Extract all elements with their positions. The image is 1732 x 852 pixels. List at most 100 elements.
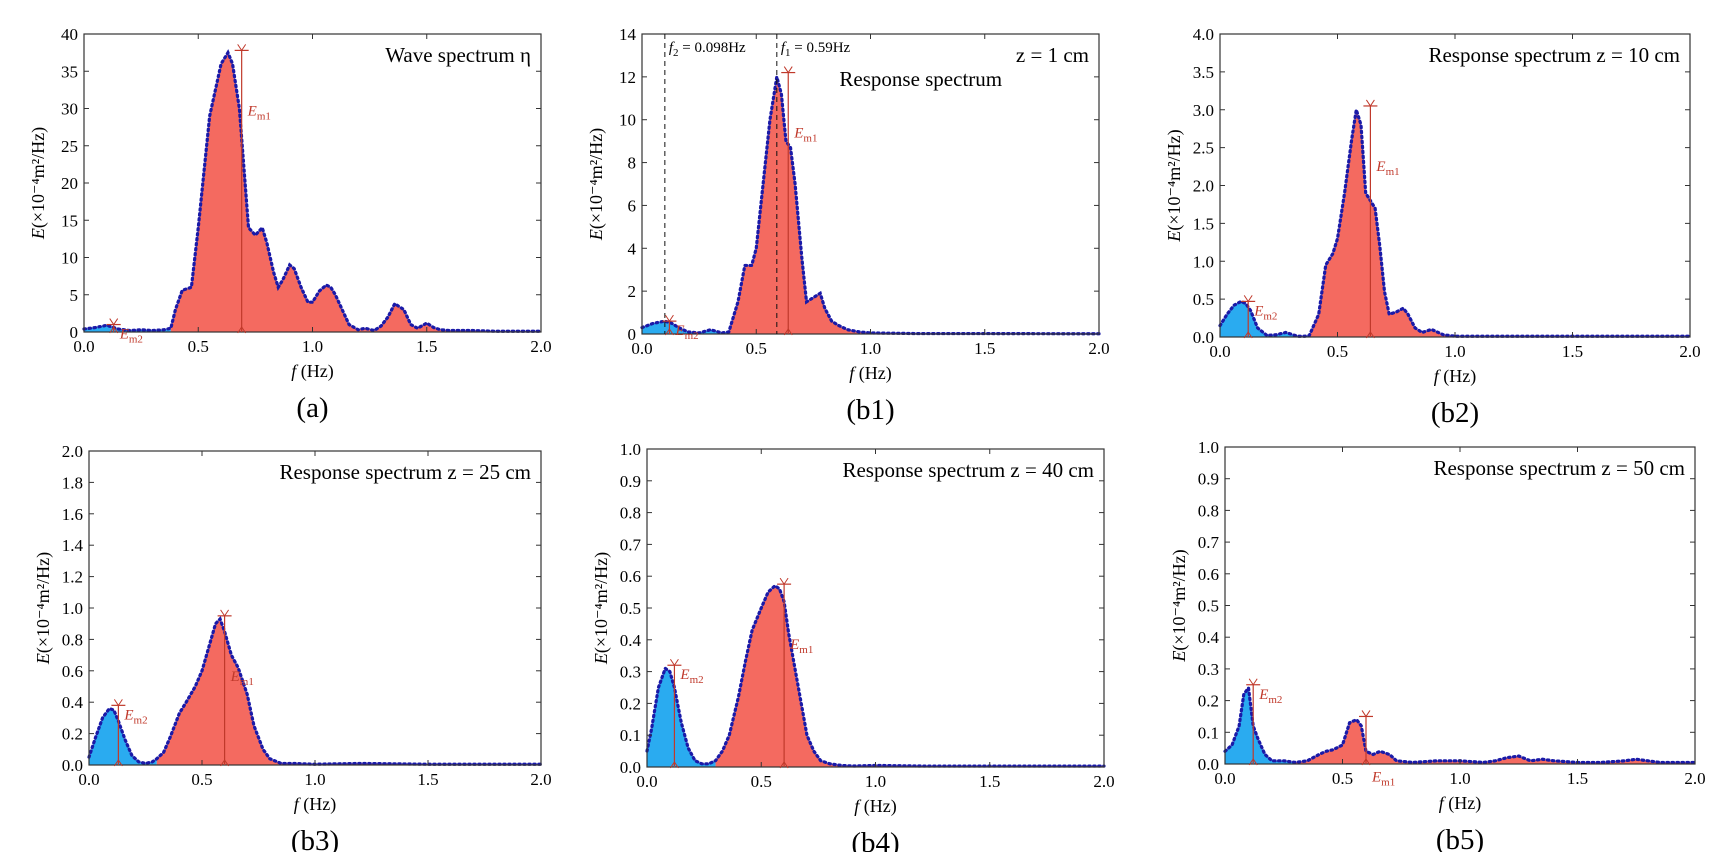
chart-title: Response spectrum z = 25 cm (279, 460, 531, 484)
marker-arrow-bottom (779, 761, 789, 769)
panel-label: (b3) (291, 825, 339, 852)
y-tick-label: 0.5 (1198, 597, 1219, 616)
marker-arrow-bottom (1248, 758, 1258, 766)
y-tick-label: 0.0 (62, 756, 83, 775)
marker-label-em1: Em1 (1375, 159, 1399, 178)
y-tick-label: 20 (61, 174, 78, 193)
y-tick-label: 0.7 (620, 535, 642, 554)
x-tick-label: 1.5 (974, 339, 995, 358)
y-tick-label: 2 (628, 282, 637, 301)
marker-arrow-top (237, 44, 247, 52)
y-tick-label: 3.5 (1193, 63, 1214, 82)
axes-frame (646, 448, 1105, 768)
y-tick-label: 0.4 (1198, 628, 1220, 647)
marker-label-em1: Em1 (247, 103, 271, 122)
y-tick-label: 0.5 (620, 599, 641, 618)
x-tick-label: 0.0 (631, 339, 652, 358)
x-tick-label: 1.5 (1562, 342, 1583, 361)
x-tick-label: 1.0 (865, 772, 886, 791)
marker-arrow-top (779, 577, 789, 586)
y-tick-label: 0.3 (1198, 660, 1219, 679)
x-tick-label: 2.0 (530, 337, 551, 356)
axes-frame (88, 450, 542, 766)
red-area-wave-frequency (156, 618, 542, 765)
y-tick-label: 3.0 (1193, 101, 1214, 120)
y-tick-label: 0.4 (62, 693, 84, 712)
marker-arrow-top (109, 318, 119, 326)
x-tick-label: 0.5 (188, 337, 209, 356)
y-tick-label: 2.0 (1193, 177, 1214, 196)
y-tick-label: 0.6 (620, 567, 641, 586)
x-tick-label: 1.5 (979, 772, 1000, 791)
marker-label-em2: Em2 (679, 667, 703, 686)
marker-arrow-top (113, 699, 123, 707)
y-tick-label: 6 (628, 196, 637, 215)
x-tick-label: 2.0 (530, 770, 551, 789)
red-area-wave-frequency (728, 76, 1099, 334)
red-area-wave-frequency (1295, 719, 1695, 764)
x-tick-label: 2.0 (1679, 342, 1700, 361)
y-tick-label: 0.8 (1198, 501, 1219, 520)
y-tick-label: 4.0 (1193, 25, 1214, 44)
chart-title: Response spectrum z = 50 cm (1433, 456, 1685, 480)
marker-arrow-bottom (670, 761, 679, 769)
y-axis-label: E(×10⁻⁴m²/Hz) (28, 127, 49, 240)
panel-label: (b2) (1431, 397, 1479, 429)
y-tick-label: 1.5 (1193, 214, 1214, 233)
marker-arrow-bottom (1361, 758, 1371, 766)
red-area-wave-frequency (715, 585, 1104, 767)
marker-arrow-top (783, 66, 793, 74)
y-tick-label: 30 (61, 100, 78, 119)
marker-arrow-bottom (109, 326, 119, 334)
x-axis-label: f (Hz) (854, 796, 897, 817)
y-tick-label: 1.2 (62, 568, 83, 587)
axes-frame (1219, 33, 1691, 338)
x-tick-label: 0.0 (73, 337, 94, 356)
marker-arrow-top (1243, 295, 1253, 303)
y-tick-label: 0 (628, 325, 637, 344)
y-tick-label: 10 (61, 249, 78, 268)
y-tick-label: 1.0 (1193, 252, 1214, 271)
x-tick-label: 0.0 (1214, 769, 1235, 788)
marker-arrow-top (1248, 678, 1258, 686)
marker-label-em1: Em1 (793, 126, 817, 145)
y-tick-label: 1.4 (62, 536, 84, 555)
spectrum-line (640, 76, 1101, 336)
x-axis-label: f (Hz) (291, 361, 334, 382)
marker-arrow-top (220, 609, 230, 617)
x-tick-label: 0.0 (78, 770, 99, 789)
panel-label: (a) (296, 392, 328, 424)
x-tick-label: 1.0 (304, 770, 325, 789)
y-tick-label: 25 (61, 137, 78, 156)
chart-subtitle: Response spectrum (839, 67, 1002, 91)
marker-label-em2: Em2 (1253, 303, 1277, 322)
marker-arrow-top (1365, 99, 1375, 107)
chart-panel-a: 0.0 0.5 1.0 1.5 2.0 0 5 10 15 20 25 30 35 40 f (Hz) E(×… (28, 25, 552, 424)
chart-panel-b3: 0.0 0.5 1.0 1.5 2.0 0.0 0.2 0.4 0.6 0.8 1.0 1.2 1.4 1… (33, 442, 552, 852)
y-axis-label: E(×10⁻⁴m²/Hz) (586, 128, 607, 241)
x-axis-label: f (Hz) (1439, 793, 1482, 814)
y-tick-label: 0.8 (62, 630, 83, 649)
marker-arrow-top (670, 658, 679, 667)
blue-area-low-frequency (647, 668, 716, 767)
vline-label: f2 = 0.098Hz (669, 40, 746, 59)
marker-label-em2: Em2 (123, 707, 147, 726)
marker-label-em1: Em1 (1371, 769, 1395, 788)
y-tick-label: 0.9 (1198, 470, 1219, 489)
axes-frame (83, 33, 542, 333)
y-tick-label: 40 (61, 25, 78, 44)
x-tick-label: 0.5 (1332, 769, 1353, 788)
marker-label-em2: Em2 (674, 323, 698, 342)
spectrum-line (645, 583, 1106, 768)
x-tick-label: 2.0 (1088, 339, 1109, 358)
x-axis-label: f (Hz) (1434, 366, 1477, 387)
y-tick-label: 1.0 (62, 599, 83, 618)
marker-label-em2: Em2 (1258, 687, 1282, 706)
y-tick-label: 0.0 (620, 758, 641, 777)
x-tick-label: 0.5 (751, 772, 772, 791)
y-tick-label: 0.6 (1198, 565, 1219, 584)
spectrum-line (1223, 683, 1697, 765)
y-tick-label: 0.4 (620, 631, 642, 650)
y-tick-label: 0.9 (620, 472, 641, 491)
y-tick-label: 1.8 (62, 473, 83, 492)
